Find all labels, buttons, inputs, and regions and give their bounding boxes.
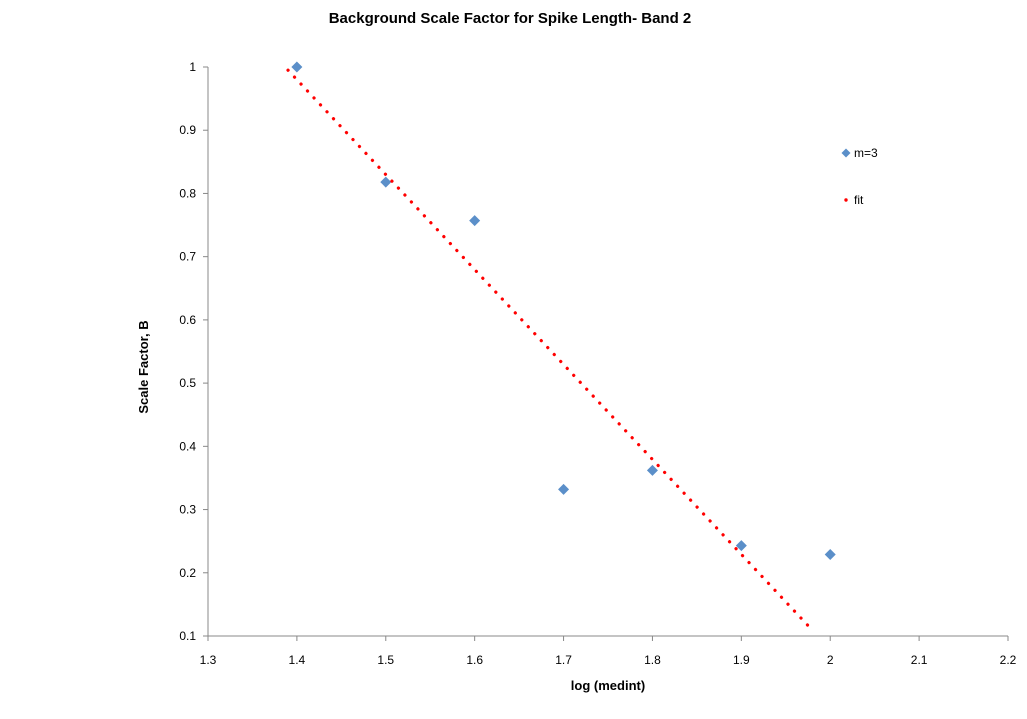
data-point-marker [380,176,392,188]
x-tick-label: 2 [827,653,834,667]
x-tick-label: 1.6 [466,653,483,667]
legend-marker-fit [844,198,848,202]
fit-line [286,68,815,632]
y-tick-label: 0.4 [179,439,196,453]
y-tick-label: 0.9 [179,123,196,137]
y-tick-label: 0.6 [179,313,196,327]
x-tick-label: 1.8 [644,653,661,667]
data-point-marker [291,61,303,73]
y-axis-label: Scale Factor, B [136,320,151,413]
x-tick-label: 1.5 [377,653,394,667]
y-tick-label: 0.1 [179,629,196,643]
data-point-marker [824,548,836,560]
y-tick-label: 0.8 [179,186,196,200]
x-tick-label: 1.7 [555,653,572,667]
legend-marker-m3 [841,148,851,158]
x-tick-label: 1.3 [200,653,217,667]
x-axis-label: log (medint) [571,678,645,693]
plot-area: 0.1 0.2 0.3 0.4 0.5 0.6 0.7 0.8 0.9 1 1.3 1.4 1.5 1.6… [179,60,1016,667]
chart-title: Background Scale Factor for Spike Length… [329,10,692,27]
x-tick-label: 1.9 [733,653,750,667]
legend: m=3 fit [841,146,878,207]
legend-label-m3: m=3 [854,146,878,160]
x-tick-label: 1.4 [289,653,306,667]
y-tick-label: 1 [189,60,196,74]
data-point-marker [558,483,570,495]
y-tick-label: 0.2 [179,566,196,580]
x-tick-label: 2.1 [911,653,928,667]
data-point-marker [469,215,481,227]
data-point-marker [646,464,658,476]
y-tick-label: 0.3 [179,503,196,517]
y-tick-label: 0.7 [179,250,196,264]
y-tick-label: 0.5 [179,376,196,390]
legend-label-fit: fit [854,193,864,207]
x-tick-label: 2.2 [1000,653,1017,667]
data-point-marker [735,540,747,552]
